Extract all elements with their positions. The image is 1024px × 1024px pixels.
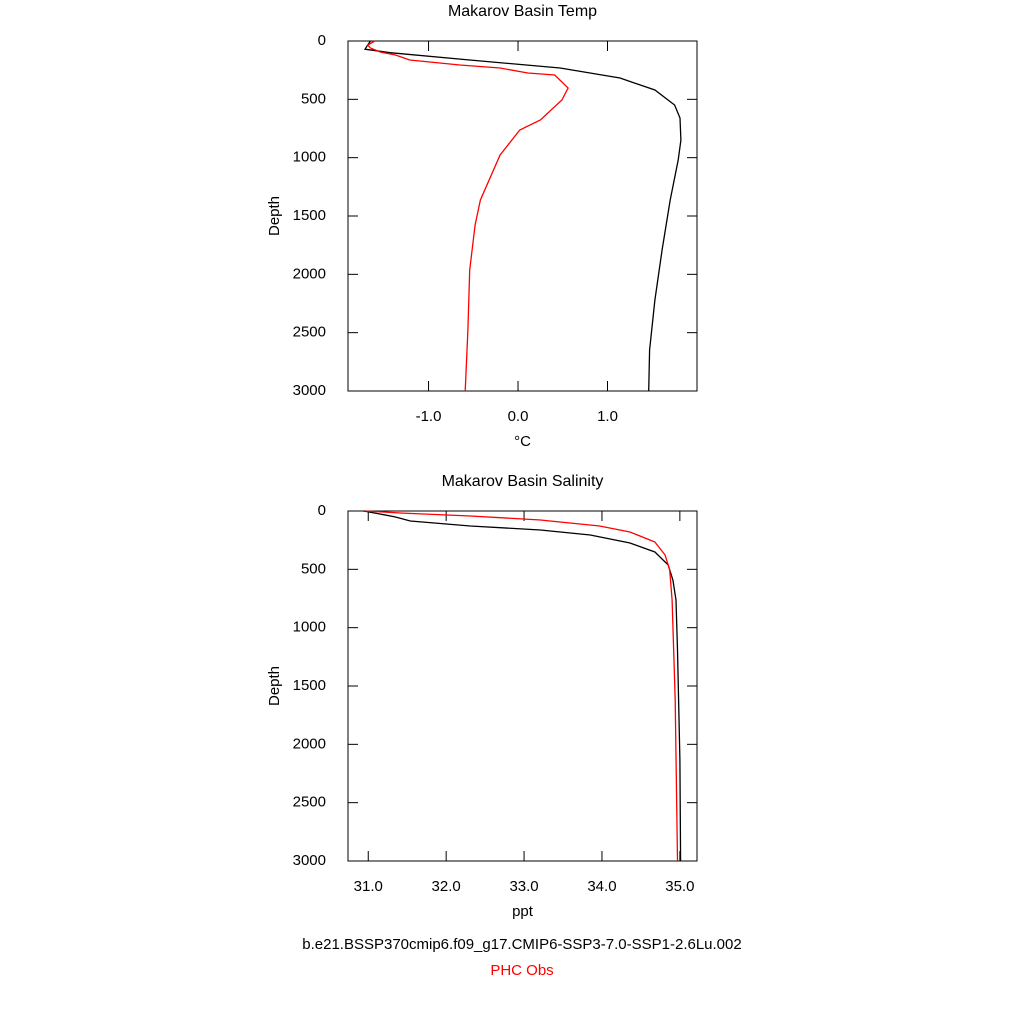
- line: [365, 510, 679, 862]
- x-tick-label: 1.0: [597, 408, 618, 425]
- y-tick-label: 2500: [293, 324, 326, 341]
- y-tick-label: 1000: [293, 619, 326, 636]
- x-axis-label: °C: [514, 433, 531, 450]
- line: [363, 510, 682, 862]
- chart-title: Makarov Basin Salinity: [442, 473, 604, 490]
- y-tick-label: 2000: [293, 735, 326, 752]
- x-tick-label: 32.0: [432, 878, 461, 895]
- y-tick-label: 3000: [293, 382, 326, 399]
- y-tick-label: 3000: [293, 852, 326, 869]
- y-tick-label: 0: [318, 32, 326, 49]
- x-axis-label: ppt: [512, 903, 534, 920]
- x-tick-label: 35.0: [665, 878, 694, 895]
- legend-entry: PHC Obs: [490, 962, 553, 979]
- y-tick-label: 500: [301, 90, 326, 107]
- chart-title: Makarov Basin Temp: [448, 3, 597, 20]
- y-axis-label: Depth: [266, 666, 283, 706]
- y-tick-label: 2500: [293, 794, 326, 811]
- y-axis-label: Depth: [266, 196, 283, 236]
- line: [366, 40, 569, 392]
- x-tick-label: 31.0: [354, 878, 383, 895]
- x-tick-label: -1.0: [416, 408, 442, 425]
- x-tick-label: 0.0: [508, 408, 529, 425]
- plot-frame: [347, 40, 698, 392]
- x-tick-label: 34.0: [587, 878, 616, 895]
- x-tick-label: 33.0: [509, 878, 538, 895]
- y-tick-label: 1000: [293, 149, 326, 166]
- legend-entry: b.e21.BSSP370cmip6.f09_g17.CMIP6-SSP3-7.…: [302, 936, 741, 953]
- y-tick-label: 2000: [293, 265, 326, 282]
- plot-frame: [347, 510, 698, 862]
- y-tick-label: 500: [301, 560, 326, 577]
- y-tick-label: 1500: [293, 677, 326, 694]
- y-tick-label: 0: [318, 502, 326, 519]
- y-tick-label: 1500: [293, 207, 326, 224]
- line: [363, 40, 682, 392]
